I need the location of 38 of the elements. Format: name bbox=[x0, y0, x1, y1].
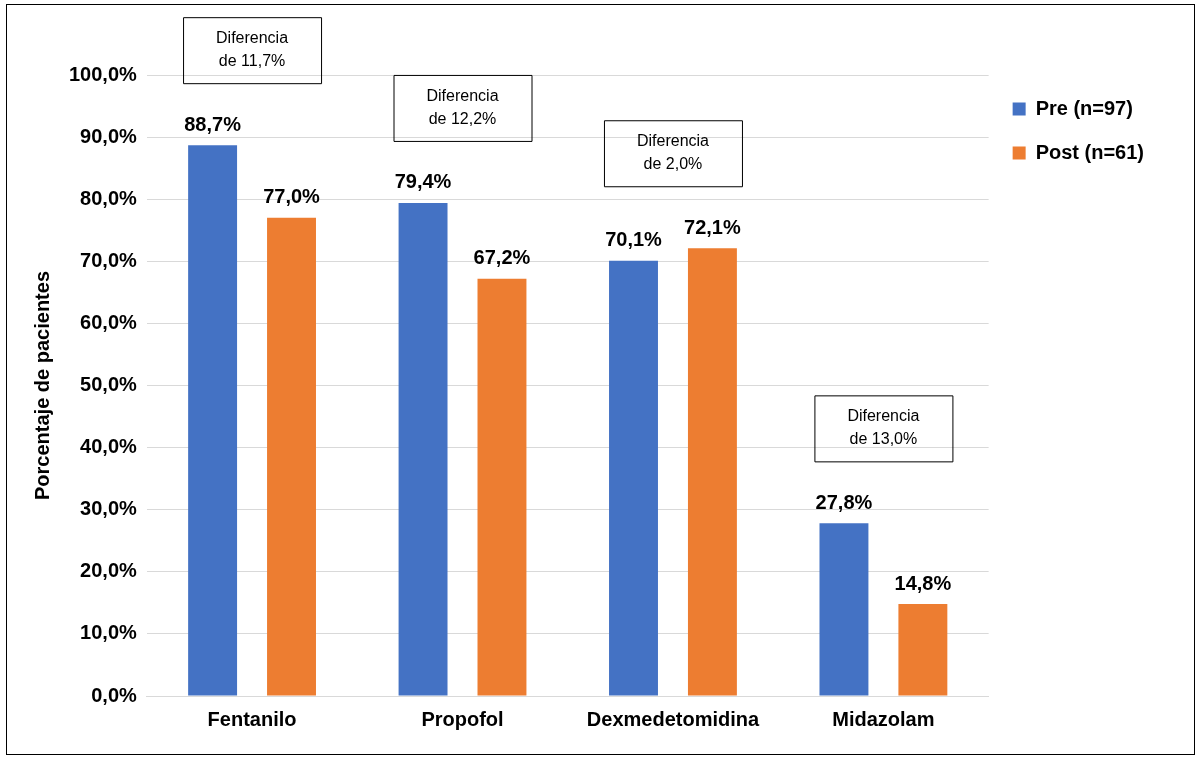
text: 77,0% bbox=[263, 185, 320, 208]
y-axis-title: Porcentaje de pacientes bbox=[30, 271, 53, 500]
y-tick-label: 30,0% bbox=[80, 497, 138, 520]
bar bbox=[609, 260, 658, 696]
bar bbox=[267, 217, 316, 696]
y-tick-label: 100,0% bbox=[68, 62, 138, 85]
text: 27,8% bbox=[815, 490, 873, 513]
y-tick-label: 70,0% bbox=[80, 248, 138, 271]
bar bbox=[188, 145, 238, 696]
y-tick-label: 10,0% bbox=[80, 621, 138, 644]
text: Diferencia de 11,7% bbox=[216, 29, 289, 70]
y-tick-label: 0,0% bbox=[91, 683, 138, 706]
y-tick-label: 60,0% bbox=[80, 310, 138, 333]
text: 14,8% bbox=[894, 571, 952, 594]
y-tick-label: 50,0% bbox=[80, 373, 138, 396]
text: 88,7% bbox=[184, 112, 241, 135]
legend-label: Post (n=61) bbox=[1035, 140, 1144, 163]
bar bbox=[477, 278, 527, 696]
y-tick-label: 20,0% bbox=[80, 559, 138, 582]
text: 79,4% bbox=[394, 170, 452, 193]
bar bbox=[819, 523, 869, 696]
legend-label: Pre (n=97) bbox=[1035, 96, 1133, 119]
y-tick-label: 40,0% bbox=[80, 435, 138, 458]
bar bbox=[398, 202, 448, 696]
x-tick-label: Dexmedetomidina bbox=[586, 707, 760, 730]
x-tick-label: Propofol bbox=[421, 707, 504, 730]
bar bbox=[898, 604, 948, 696]
y-tick-label: 90,0% bbox=[80, 124, 138, 147]
annotation: Diferencia de 13,0% bbox=[847, 407, 920, 448]
bar bbox=[687, 248, 737, 696]
y-tick-label: 80,0% bbox=[80, 186, 138, 209]
x-tick-label: Fentanilo bbox=[207, 707, 297, 730]
text: 72,1% bbox=[684, 215, 741, 238]
text: 70,1% bbox=[605, 228, 662, 251]
x-tick-label: Midazolam bbox=[832, 707, 935, 730]
text: 67,2% bbox=[473, 246, 531, 269]
annotation: Diferencia de 2,0% bbox=[636, 132, 710, 173]
annotation: Diferencia de 12,2% bbox=[426, 86, 499, 127]
